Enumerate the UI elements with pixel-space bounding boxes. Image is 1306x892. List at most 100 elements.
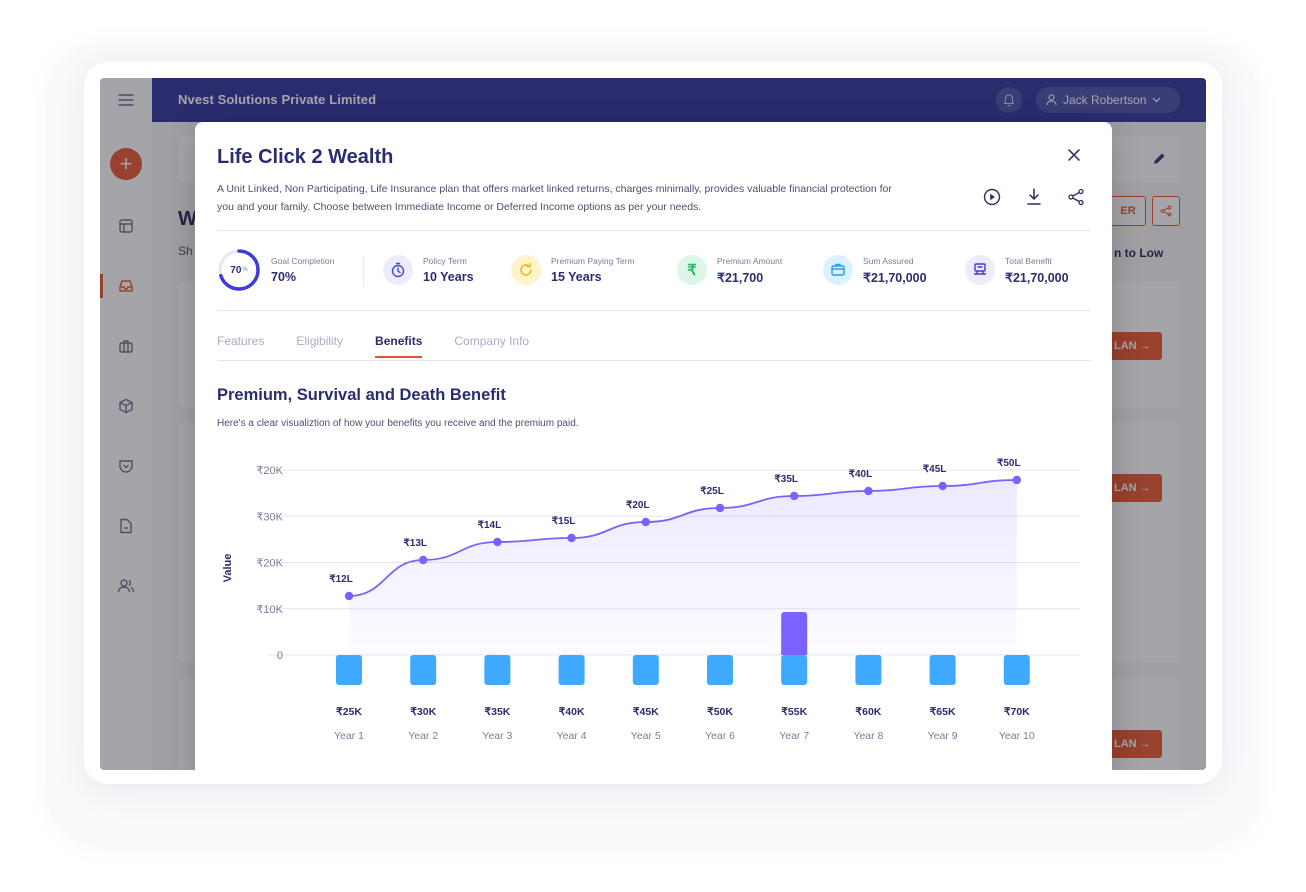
x-tick-label: Year 6 [705,730,735,742]
line-value-label: ₹40L [849,469,873,480]
premium-bar [484,655,511,685]
tab-eligibility[interactable]: Eligibility [296,334,344,348]
line-point [641,517,650,527]
wallet-icon [823,255,853,285]
compare-button[interactable]: ER [1110,196,1146,226]
line-point [790,491,799,501]
package-icon[interactable] [114,394,138,418]
tab-features[interactable]: Features [217,334,265,348]
modal-actions [981,186,1087,208]
bar-value-label: ₹30K [410,706,436,718]
file-icon[interactable] [114,514,138,538]
play-video-button[interactable] [981,186,1003,208]
y-tick-label: ₹30K [256,511,283,523]
share-icon [1068,188,1084,206]
download-icon [1027,188,1041,205]
bg-subheading: Sh [178,244,193,258]
stat-label: Goal Completion [271,256,335,266]
rupee-icon: ₹ [677,255,707,285]
bar-value-label: ₹35K [484,706,510,718]
divider [363,256,364,286]
close-icon [1068,149,1080,161]
stat-value: 70% [271,270,297,284]
premium-bar [781,655,808,685]
chevron-down-icon [1152,97,1161,103]
stat-label: Policy Term [423,256,467,266]
line-point [493,537,502,547]
inbox-icon[interactable] [114,274,138,298]
premium-bar [410,655,437,685]
line-value-label: ₹14L [478,520,502,531]
sort-dropdown[interactable]: n to Low [1114,246,1164,260]
view-plan-button[interactable]: LAN → [1106,730,1162,758]
close-button[interactable] [1067,148,1083,164]
top-navbar: Nvest Solutions Private Limited Jack Rob… [152,78,1206,122]
users-icon[interactable] [114,574,138,598]
pocket-icon[interactable] [114,454,138,478]
line-value-label: ₹13L [403,538,427,549]
line-point [344,591,354,601]
share-button[interactable] [1065,186,1087,208]
stat-label: Sum Assured [863,255,914,266]
bar-value-label: ₹70K [1004,706,1030,718]
plan-stats: 70% Goal Completion 70% Policy Term 10 Y… [217,248,1091,294]
plus-icon: + [119,151,133,176]
tab-company-info[interactable]: Company Info [454,334,530,348]
benefit-line [348,479,1017,597]
notification-button[interactable] [996,87,1022,113]
line-value-label: ₹35L [774,474,798,485]
company-name: Nvest Solutions Private Limited [178,92,377,107]
user-menu[interactable]: Jack Robertson [1036,87,1180,113]
app-screen: + Nvest Solutions Private Limited [100,78,1206,770]
premium-bar [855,655,882,685]
divider [217,310,1091,311]
bar-value-label: ₹40K [559,706,585,718]
stat-label: Premium Paying Term [551,256,635,266]
goal-ring-value: 70 [230,264,242,276]
premium-bar [336,655,362,685]
bar-value-label: ₹60K [855,706,881,718]
x-tick-label: Year 10 [999,730,1035,742]
stat-total-benefit: Total Benefit ₹21,70,000 [965,255,1069,285]
stat-sum-assured: Sum Assured ₹21,70,000 [823,255,927,285]
dashboard-icon[interactable] [114,214,138,238]
line-value-label: ₹45L [923,464,947,475]
stat-label: Premium Amount [717,255,783,266]
stat-goal-completion: 70% Goal Completion 70% [217,248,334,292]
register-icon [965,255,995,285]
premium-bar [558,655,585,685]
y-tick-label: 0 [277,650,283,662]
premium-bar [1003,655,1030,685]
view-plan-button[interactable]: LAN → [1106,474,1162,502]
stat-premium-amount: ₹ Premium Amount ₹21,700 [677,255,782,285]
add-button[interactable]: + [110,148,142,180]
line-point [1012,475,1021,485]
download-button[interactable] [1023,186,1045,208]
bg-heading: W [178,208,197,230]
line-value-label: ₹50L [997,458,1021,469]
modal-description: A Unit Linked, Non Participating, Life I… [217,183,892,213]
stat-value: ₹21,700 [717,270,764,285]
x-tick-label: Year 3 [482,730,512,742]
stat-policy-term: Policy Term 10 Years [383,255,474,285]
line-point [419,555,428,565]
sidebar-active-indicator [100,274,103,298]
line-value-label: ₹20L [626,500,650,511]
view-plan-button[interactable]: LAN → [1106,332,1162,360]
tab-benefits[interactable]: Benefits [375,334,423,358]
modal-title: Life Click 2 Wealth [217,146,394,168]
goal-ring-text: 70% [217,248,261,292]
menu-icon[interactable] [114,88,138,112]
stat-value: 15 Years [551,270,602,284]
bell-icon [1003,93,1015,106]
edit-icon[interactable] [1152,152,1166,166]
line-point [715,503,725,513]
stat-label: Total Benefit [1005,255,1052,266]
plan-detail-modal: Life Click 2 Wealth A Unit Linked, Non P… [195,122,1112,770]
line-value-label: ₹15L [552,516,576,527]
briefcase-icon[interactable] [114,334,138,358]
x-tick-label: Year 9 [928,730,958,742]
x-tick-label: Year 5 [631,730,661,742]
share-button[interactable] [1152,196,1180,226]
goal-ring-unit: % [242,267,248,273]
